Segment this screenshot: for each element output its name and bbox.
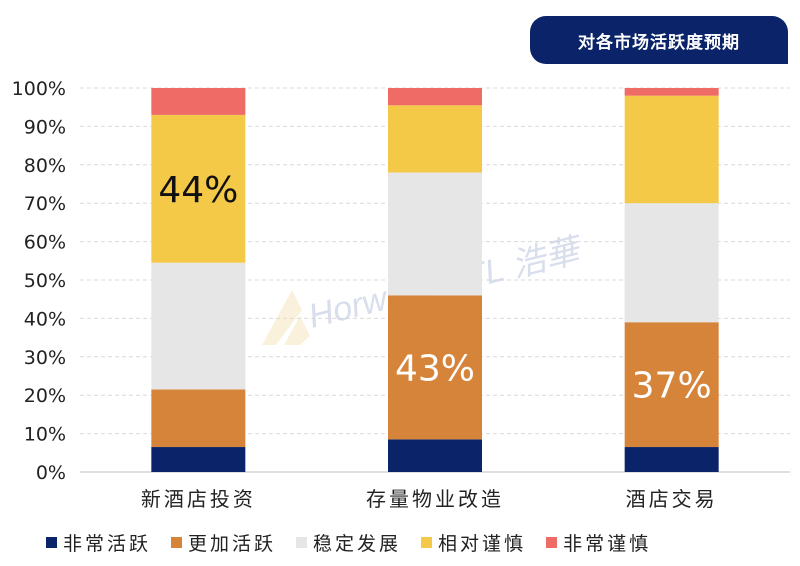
chart-title-badge: 对各市场活跃度预期 (530, 16, 788, 64)
bar-segment (624, 203, 719, 323)
y-tick-label: 20% (24, 385, 66, 407)
legend-swatch (421, 536, 433, 548)
legend-label: 稳定发展 (313, 532, 402, 555)
legend: 非常活跃 更加活跃 稳定发展 相对谨慎 非常谨慎 (46, 527, 651, 557)
legend-item: 相对谨慎 (421, 529, 526, 556)
bar-segment (151, 262, 246, 390)
bar-segment (388, 439, 482, 472)
bar-segment (388, 88, 482, 106)
legend-item: 非常谨慎 (546, 529, 651, 556)
legend-label: 相对谨慎 (438, 532, 527, 555)
bar-segment (624, 322, 719, 448)
stacked-bar-chart: Horwath HTL 浩華 44%43%37% 0%10%20%30%40%5… (12, 78, 790, 511)
watermark-logo (262, 290, 310, 345)
data-labels: 44% 43% 37% (158, 170, 711, 407)
bar-segment (624, 95, 719, 204)
legend-item: 更加活跃 (171, 529, 276, 556)
y-tick-label: 30% (24, 347, 66, 369)
bar-segment (151, 447, 246, 472)
y-tick-label: 100% (12, 78, 66, 100)
bar-segment (624, 447, 719, 472)
y-tick-label: 70% (24, 193, 66, 215)
legend-swatch (296, 536, 308, 548)
legend-label: 更加活跃 (188, 532, 277, 555)
legend-item: 非常活跃 (46, 529, 151, 556)
data-label: 44% (158, 170, 238, 211)
chart-title: 对各市场活跃度预期 (578, 32, 740, 53)
y-tick-label: 10% (24, 424, 66, 446)
bar-segment (388, 295, 482, 440)
bar-segment (151, 114, 246, 263)
bar-segment (624, 88, 719, 96)
bar-segment (388, 172, 482, 296)
x-tick-label: 新酒店投资 (141, 487, 256, 511)
y-tick-label: 0% (36, 462, 66, 484)
data-label: 43% (395, 348, 475, 389)
y-tick-label: 80% (24, 155, 66, 177)
bars (151, 88, 719, 472)
legend-swatch (546, 536, 558, 548)
x-axis: 新酒店投资 存量物业改造 酒店交易 (141, 487, 718, 511)
y-tick-label: 60% (24, 232, 66, 254)
bar-segment (388, 105, 482, 173)
y-tick-label: 90% (24, 116, 66, 138)
data-label: 37% (632, 366, 712, 407)
bar-segment (151, 88, 246, 115)
legend-label: 非常活跃 (63, 532, 152, 555)
x-tick-label: 存量物业改造 (366, 487, 504, 511)
bar-segment (151, 389, 246, 448)
legend-swatch (46, 536, 57, 548)
y-axis: 0% 10% 20% 30% 40% 50% 60% 70% 80% 90% 100% (12, 78, 66, 484)
y-tick-label: 40% (24, 308, 66, 330)
y-tick-label: 50% (24, 270, 66, 292)
legend-item: 稳定发展 (296, 529, 401, 556)
x-tick-label: 酒店交易 (626, 487, 718, 511)
legend-swatch (171, 536, 183, 548)
legend-label: 非常谨慎 (563, 532, 652, 555)
